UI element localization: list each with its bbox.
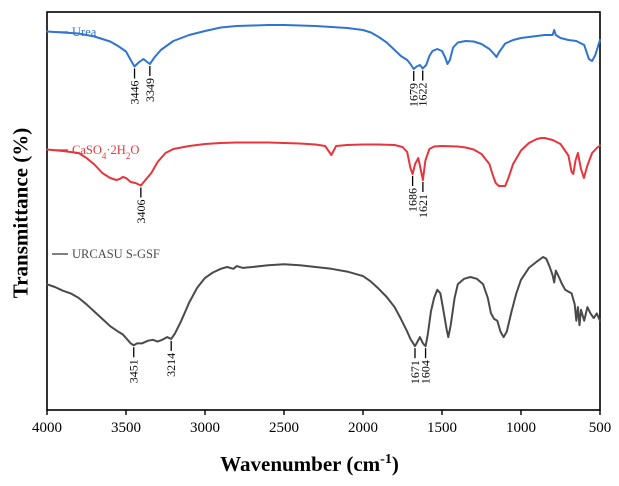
peak-label-2-3451: 3451 bbox=[127, 359, 141, 383]
series-line-1 bbox=[46, 137, 601, 187]
x-tick-label-500: 500 bbox=[589, 420, 612, 436]
x-tick-label-3000: 3000 bbox=[190, 420, 220, 436]
peak-label-0-3349: 3349 bbox=[143, 78, 157, 102]
plot-frame bbox=[46, 11, 601, 411]
series-label-2: URCASU S-GSF bbox=[72, 247, 160, 261]
peak-label-0-3446: 3446 bbox=[128, 81, 142, 105]
peak-label-1-3406: 3406 bbox=[134, 200, 148, 224]
series-label-0: Urea bbox=[72, 25, 97, 39]
series-line-2 bbox=[46, 256, 601, 348]
peak-label-2-1671: 1671 bbox=[408, 360, 422, 384]
series-label-1: CaSO4·2H2O bbox=[72, 143, 139, 161]
x-tick-label-2500: 2500 bbox=[269, 420, 299, 436]
peak-label-1-1621: 1621 bbox=[416, 194, 430, 218]
peak-label-2-1604: 1604 bbox=[419, 360, 433, 384]
peak-label-0-1622: 1622 bbox=[416, 83, 430, 107]
x-tick-label-2000: 2000 bbox=[348, 420, 378, 436]
peak-label-0-1679: 1679 bbox=[407, 83, 421, 107]
x-tick-label-4000: 4000 bbox=[32, 420, 62, 436]
x-axis-label-sup: -1 bbox=[380, 452, 392, 467]
x-tick-label-3500: 3500 bbox=[111, 420, 141, 436]
x-axis-label-main: Wavenumber (cm bbox=[220, 452, 381, 476]
x-tick-label-1500: 1500 bbox=[427, 420, 457, 436]
y-axis-label-wrap: Transmittance (%) bbox=[6, 0, 36, 410]
x-tick-label-1000: 1000 bbox=[506, 420, 536, 436]
x-axis-label: Wavenumber (cm-1) bbox=[0, 452, 619, 477]
y-axis-label: Transmittance (%) bbox=[8, 127, 33, 299]
peak-label-2-3214: 3214 bbox=[164, 353, 178, 377]
series-line-0 bbox=[46, 24, 601, 70]
x-axis-label-tail: ) bbox=[391, 452, 399, 476]
peak-label-1-1686: 1686 bbox=[406, 188, 420, 212]
